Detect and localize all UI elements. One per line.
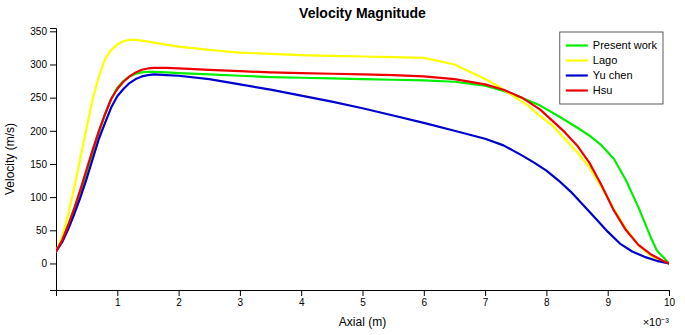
x-tick-mark — [669, 290, 670, 296]
y-tick: 50 — [36, 225, 56, 236]
plot: 12345678910050100150200250300350Axial (m… — [3, 26, 675, 329]
y-tick: 300 — [30, 59, 56, 70]
x-tick-mark — [240, 290, 241, 296]
y-tick: 350 — [30, 26, 56, 37]
y-tick: 0 — [41, 258, 56, 269]
x-tick: 1 — [115, 290, 121, 308]
x-axis-line — [57, 291, 670, 297]
legend-label: Hsu — [593, 84, 613, 96]
y-tick: 200 — [30, 126, 56, 137]
y-tick-label: 150 — [30, 159, 47, 170]
x-tick-label: 8 — [544, 297, 550, 308]
x-tick-mark — [117, 290, 118, 296]
legend-swatch — [566, 89, 588, 91]
x-tick-label: 1 — [115, 297, 121, 308]
legend-swatch — [566, 59, 588, 61]
y-tick-mark — [50, 98, 56, 99]
x-tick-mark — [546, 290, 547, 296]
y-tick: 100 — [30, 192, 56, 203]
legend-swatch — [566, 74, 588, 76]
y-tick-label: 100 — [30, 192, 47, 203]
y-tick-mark — [50, 263, 56, 264]
x-tick-label: 3 — [238, 297, 244, 308]
y-tick-label: 250 — [30, 92, 47, 103]
x-axis-title: Axial (m) — [339, 315, 386, 329]
y-axis-title: Velocity (m/s) — [3, 123, 17, 195]
x-tick: 4 — [299, 290, 305, 308]
y-tick: 150 — [30, 159, 56, 170]
x-tick-label: 10 — [664, 297, 676, 308]
x-tick: 7 — [483, 290, 489, 308]
y-tick-mark — [50, 131, 56, 132]
x-tick-mark — [485, 290, 486, 296]
y-tick-label: 200 — [30, 126, 47, 137]
legend-label: Present work — [593, 39, 658, 51]
x-tick: 5 — [360, 290, 366, 308]
x-tick-mark — [363, 290, 364, 296]
x-tick: 10 — [664, 290, 676, 308]
y-tick-mark — [50, 230, 56, 231]
x-tick-mark — [424, 290, 425, 296]
x-tick-label: 2 — [176, 297, 182, 308]
y-tick-mark — [50, 31, 56, 32]
y-tick-mark — [50, 197, 56, 198]
x-tick-label: 7 — [483, 297, 489, 308]
legend-label: Yu chen — [593, 69, 633, 81]
x-tick-label: 9 — [605, 297, 611, 308]
legend-label: Lago — [593, 54, 617, 66]
x-tick-label: 6 — [422, 297, 428, 308]
legend-frame — [560, 32, 663, 104]
x-tick: 3 — [238, 290, 244, 308]
x-tick: 2 — [176, 290, 182, 308]
y-tick-label: 350 — [30, 26, 47, 37]
y-tick: 250 — [30, 92, 56, 103]
y-tick-mark — [50, 164, 56, 165]
x-tick: 9 — [605, 290, 611, 308]
y-tick-mark — [50, 64, 56, 65]
x-tick-mark — [301, 290, 302, 296]
x-tick-mark — [179, 290, 180, 296]
legend: Present work Lago Yu chen Hsu — [560, 32, 663, 104]
y-tick-label: 0 — [41, 258, 47, 269]
x-tick: 8 — [544, 290, 550, 308]
y-axis: 0 50 100 150 200 250 300 350 — [30, 26, 56, 290]
x-axis: 1 2 3 4 5 6 7 8 9 10 — [57, 290, 676, 308]
x-tick-label: 5 — [360, 297, 366, 308]
x-tick-mark — [608, 290, 609, 296]
chart: 12345678910050100150200250300350Axial (m… — [0, 0, 685, 335]
title: Velocity Magnitude — [299, 5, 426, 21]
x-tick: 6 — [422, 290, 428, 308]
y-axis-line — [50, 29, 57, 291]
y-tick-label: 50 — [36, 225, 48, 236]
legend-swatch — [566, 44, 588, 46]
x-tick-label: 4 — [299, 297, 305, 308]
y-tick-label: 300 — [30, 59, 47, 70]
annotation: ×10⁻³ — [643, 316, 670, 328]
